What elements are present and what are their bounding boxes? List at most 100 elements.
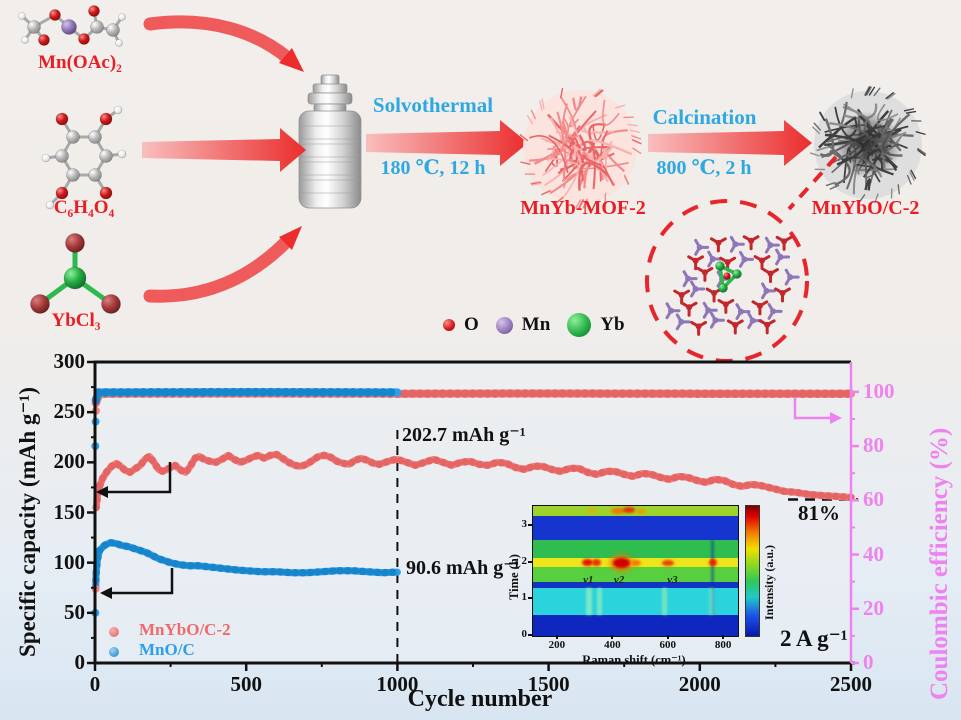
heatmap-hotspot bbox=[635, 508, 646, 514]
heatmap-stripe bbox=[596, 587, 602, 616]
heatmap-hotspot bbox=[662, 559, 675, 566]
heatmap-stripe bbox=[709, 587, 715, 616]
x-tick: 1000 bbox=[376, 672, 419, 696]
heatmap-hotspot bbox=[631, 559, 642, 566]
inset-y-tick bbox=[528, 634, 532, 636]
heatmap-hotspot bbox=[612, 558, 630, 568]
atom-legend: O Mn Yb bbox=[443, 310, 625, 340]
heatmap-band bbox=[533, 582, 738, 588]
inset-x-tick-label: 200 bbox=[548, 639, 566, 651]
inset-x-tick bbox=[722, 635, 725, 639]
annotation-capacity-mno: 90.6 mAh g⁻¹ bbox=[406, 557, 520, 579]
y-tick-left: 250 bbox=[53, 399, 86, 424]
y-tick-left: 150 bbox=[53, 499, 86, 524]
inset-x-tick bbox=[666, 635, 669, 639]
mn-atom-icon bbox=[495, 316, 513, 334]
y-tick-right: 100 bbox=[863, 378, 895, 403]
x-tick: 500 bbox=[230, 672, 262, 696]
product-label-oxide: MnYbO/C-2 bbox=[811, 197, 920, 219]
molecule-mnoac2 bbox=[18, 5, 126, 47]
annotation-current-density: 2 A g⁻¹ bbox=[780, 626, 848, 651]
heatmap-stripe bbox=[586, 587, 593, 616]
atom-legend-mn: Mn bbox=[521, 314, 551, 335]
y-axis-label-right: Coulombic efficiency (%) bbox=[926, 427, 953, 700]
y-tick-right: 20 bbox=[863, 595, 884, 620]
inset-y-tick-label: 2 bbox=[521, 554, 528, 567]
magnified-structure bbox=[645, 155, 838, 363]
heatmap-band bbox=[533, 615, 738, 636]
crystal-structure bbox=[665, 235, 800, 336]
raman-inset: ν1 ν2 ν3 Time (h) Raman shift (cm⁻¹) Int… bbox=[499, 497, 794, 675]
intensity-colorbar bbox=[745, 505, 760, 637]
step-condition-solvothermal: 180 ℃, 12 h bbox=[380, 157, 486, 179]
inset-y-tick bbox=[528, 597, 532, 600]
peak-label-nu3: ν3 bbox=[667, 573, 678, 586]
x-tick: 2000 bbox=[678, 672, 721, 696]
step-condition-calcination: 800 ℃, 2 h bbox=[656, 157, 752, 179]
legend-label-mnybo: MnYbO/C-2 bbox=[139, 620, 231, 639]
heatmap-band bbox=[533, 539, 738, 558]
heatmap-hotspot bbox=[582, 559, 594, 567]
heatmap-band bbox=[533, 515, 738, 540]
y-tick-left: 200 bbox=[53, 449, 86, 474]
x-tick: 0 bbox=[89, 672, 101, 696]
peak-label-nu1: ν1 bbox=[583, 573, 594, 586]
o-atom-icon bbox=[443, 319, 455, 331]
yb-atom-icon bbox=[567, 313, 592, 337]
heatmap-band bbox=[533, 587, 738, 616]
product-label-mof: MnYb-MOF-2 bbox=[520, 197, 646, 219]
heatmap-stripe bbox=[662, 587, 668, 616]
y-tick-right: 0 bbox=[863, 650, 874, 674]
reactant-label-ybcl3: YbCl₃ bbox=[51, 310, 101, 331]
legend-marker-mno bbox=[109, 647, 119, 657]
x-tick: 1500 bbox=[527, 672, 570, 696]
molecule-c6h4o4 bbox=[41, 105, 127, 210]
y-tick-right: 80 bbox=[863, 433, 884, 458]
step-name-solvothermal: Solvothermal bbox=[372, 93, 494, 117]
annotation-retention: 81% bbox=[798, 501, 840, 525]
inset-y-tick bbox=[528, 524, 532, 527]
scheme-arrows bbox=[142, 15, 812, 303]
x-tick: 2500 bbox=[830, 672, 872, 696]
inset-x-tick-label: 600 bbox=[659, 639, 676, 651]
inset-x-tick-label: 400 bbox=[604, 639, 621, 651]
y-tick-left: 100 bbox=[53, 549, 86, 574]
legend-label-mno: MnO/C bbox=[139, 640, 195, 659]
y-tick-right: 60 bbox=[863, 487, 884, 512]
inset-y-tick-label: 3 bbox=[521, 518, 528, 531]
mofBall bbox=[519, 87, 642, 209]
inset-x-axis-label: Raman shift (cm⁻¹) bbox=[582, 653, 686, 667]
reactant-label-c6h4o4: C₆H₄O₄ bbox=[53, 197, 115, 218]
heatmap-band bbox=[533, 567, 738, 583]
heatmap-hotspot bbox=[623, 507, 636, 514]
legend-marker-mnybo bbox=[109, 627, 119, 637]
y-tick-left: 50 bbox=[64, 599, 85, 624]
heatmap-hotspot bbox=[709, 559, 718, 567]
inset-y-tick-label: 0 bbox=[521, 628, 528, 640]
y-tick-left: 300 bbox=[53, 349, 86, 373]
y-tick-right: 40 bbox=[863, 541, 884, 566]
inset-y-tick bbox=[528, 560, 532, 563]
heatmap-stripe bbox=[711, 539, 715, 616]
heatmap-hotspot bbox=[592, 559, 602, 567]
colorbar-label: Intensity (a.u.) bbox=[762, 544, 776, 620]
heatmap-hotspot bbox=[588, 509, 597, 514]
autoclave bbox=[298, 74, 362, 209]
step-name-calcination: Calcination bbox=[652, 105, 757, 129]
heatmap-hotspot bbox=[610, 507, 625, 514]
oxideBall bbox=[809, 86, 927, 204]
inset-x-tick bbox=[611, 635, 614, 639]
annotation-capacity-1000: 202.7 mAh g⁻¹ bbox=[402, 424, 526, 446]
y-tick-left: 0 bbox=[74, 650, 86, 674]
inset-x-tick-label: 800 bbox=[714, 639, 732, 651]
molecule-ybcl3 bbox=[30, 233, 121, 314]
synthesis-scheme bbox=[18, 5, 927, 363]
x-axis-label: Cycle number bbox=[407, 686, 553, 712]
inset-x-tick bbox=[555, 635, 558, 639]
peak-label-nu2: ν2 bbox=[613, 573, 625, 586]
raman-heatmap: ν1 ν2 ν3 bbox=[532, 505, 739, 637]
reactant-label-mnoac: Mn(OAc)₂ bbox=[38, 52, 122, 73]
inset-y-tick-label: 1 bbox=[521, 591, 528, 604]
atom-legend-o: O bbox=[464, 314, 479, 335]
